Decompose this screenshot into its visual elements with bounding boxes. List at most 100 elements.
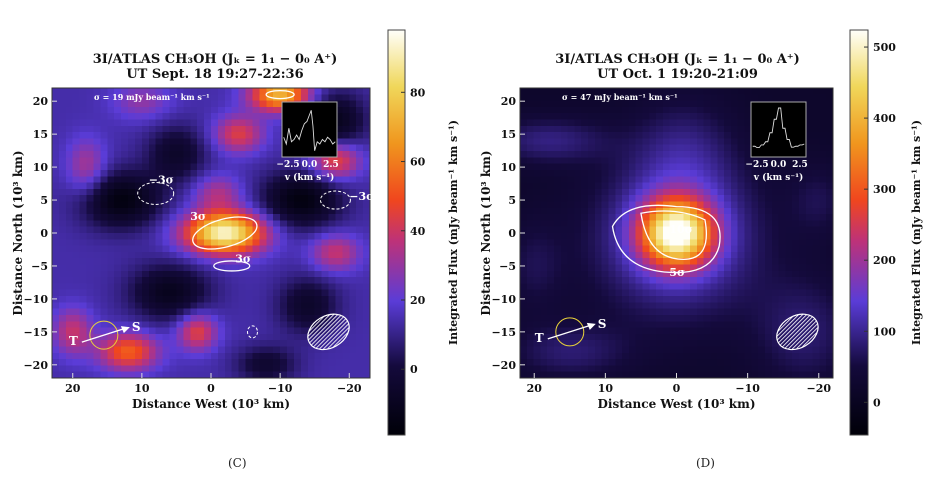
- panel-c-ytick-label: 0: [40, 227, 48, 240]
- panel-d-xtick-label: 20: [527, 382, 543, 395]
- panel-d-xtick-label: −10: [735, 382, 760, 395]
- contour-minus-3sigma: [319, 190, 351, 210]
- panel-c-arrow-head: [120, 326, 130, 334]
- contour-label: −3σ: [149, 174, 174, 187]
- panel-d-ytick-label: 0: [508, 227, 516, 240]
- panel-d-title-line1: 3I/ATLAS CH₃OH (Jₖ = 1₁ − 0₀ A⁺): [555, 52, 800, 67]
- panel-c-xtick-label: −10: [268, 382, 293, 395]
- panel-c-xlabel: Distance West (10³ km): [132, 397, 290, 411]
- panel-c-inset-spectrum: [281, 101, 338, 158]
- contour-3sigma: [192, 216, 258, 250]
- panel-c-sigma-label: σ = 19 mJy beam⁻¹ km s⁻¹: [94, 92, 210, 102]
- panel-d-ytick-label: 20: [501, 95, 517, 108]
- panel-c-title: 3I/ATLAS CH₃OH (Jₖ = 1₁ − 0₀ A⁺) UT Sept…: [60, 52, 370, 82]
- panel-d-xlabel: Distance West (10³ km): [598, 397, 756, 411]
- panel-c-inset-spectrum-line: [283, 110, 336, 151]
- panel-d-inset-spectrum-line: [752, 107, 805, 149]
- panel-c-ytick-label: −20: [23, 359, 48, 372]
- panel-d-beam-ellipse: [776, 313, 819, 351]
- panel-d-colorbar-tick-label: 500: [873, 41, 896, 54]
- panel-c-ytick-label: −10: [23, 293, 48, 306]
- panel-d-colorbar-tick-label: 300: [873, 183, 896, 196]
- panel-c-target-circle: [89, 320, 119, 350]
- panel-d-arrow-head: [586, 322, 596, 330]
- contour-label: 3σ: [190, 210, 206, 223]
- panel-d-sun-marker: S: [598, 317, 607, 331]
- contour-3sigma: [213, 260, 251, 272]
- contour-label: −3σ: [349, 190, 374, 203]
- panel-d-xtick-label: 10: [598, 382, 614, 395]
- panel-c-ytick-label: −5: [31, 260, 48, 273]
- hatch-line: [809, 311, 825, 353]
- contour-10sigma: [640, 210, 707, 261]
- panel-c-colorbar-label: Integrated Flux (mJy beam⁻¹ km s⁻¹): [447, 120, 460, 345]
- contour-label: 3σ: [235, 253, 251, 266]
- panel-d-ytick-label: −10: [491, 293, 516, 306]
- contour-minus-3sigma: [137, 181, 175, 205]
- hatch-line: [793, 311, 825, 353]
- panel-d-ytick-label: −5: [499, 260, 516, 273]
- panel-d-title: 3I/ATLAS CH₃OH (Jₖ = 1₁ − 0₀ A⁺) UT Oct.…: [520, 52, 835, 82]
- hatch-line: [770, 311, 778, 353]
- hatch-line: [770, 311, 802, 353]
- panel-c-colorbar: [387, 29, 406, 436]
- hatch-line: [777, 311, 818, 353]
- panel-d-colorbar-tick-label: 0: [873, 396, 881, 409]
- panel-c-xtick-label: 10: [134, 382, 150, 395]
- panel-d-inset-xlabel: v (km s⁻¹): [753, 172, 804, 183]
- panel-c-ytick-label: 20: [33, 95, 49, 108]
- hatch-line: [770, 311, 786, 353]
- panel-d-ytick-label: 5: [508, 194, 516, 207]
- panel-c-title-line1: 3I/ATLAS CH₃OH (Jₖ = 1₁ − 0₀ A⁺): [92, 52, 338, 67]
- panel-c-tail-marker: T: [69, 334, 78, 348]
- panel-c-ytick-label: 15: [33, 128, 48, 141]
- panel-c-colorbar-tick-label: 0: [410, 363, 418, 376]
- panel-c-ytick-label: −15: [23, 326, 48, 339]
- panel-d-inset-tick-label: −2.5: [745, 160, 768, 170]
- panel-c-sun-marker: S: [132, 320, 141, 334]
- panel-c-inset-xlabel: v (km s⁻¹): [284, 172, 335, 183]
- panel-c-ytick-label: 5: [40, 194, 48, 207]
- panel-d-sigma-label: σ = 47 mJy beam⁻¹ km s⁻¹: [562, 92, 678, 102]
- contour-3sigma: [265, 89, 295, 100]
- hatch-line: [770, 311, 782, 353]
- panel-c-ylabel: Distance North (10³ km): [11, 150, 25, 315]
- hatch-line: [781, 311, 822, 353]
- panel-c-caption: (C): [228, 456, 247, 470]
- panel-c-colorbar-tick-label: 40: [410, 225, 426, 238]
- panel-d-inset-tick-label: 2.5: [792, 160, 808, 170]
- panel-c-inset-tick-label: −2.5: [276, 160, 299, 170]
- hatch-line: [773, 311, 814, 353]
- contour-label: 10σ: [669, 223, 692, 236]
- panel-c-direction-arrow: [81, 327, 127, 343]
- panel-d-title-line2: UT Oct. 1 19:20-21:09: [597, 67, 758, 82]
- panel-c-inset-tick-label: 0.0: [302, 160, 318, 170]
- hatch-line: [301, 311, 333, 353]
- panel-d-colorbar-label: Integrated Flux (mJy beam⁻¹ km s⁻¹): [910, 120, 923, 345]
- contour-minus-3sigma: [246, 325, 258, 339]
- panel-d-xtick-label: −20: [807, 382, 832, 395]
- panel-d-ytick-label: 15: [501, 128, 516, 141]
- panel-d-ytick-label: −20: [491, 359, 516, 372]
- panel-c-colorbar-tick-label: 60: [410, 156, 426, 169]
- hatch-line: [324, 311, 356, 353]
- panel-d-inset-spectrum: [750, 101, 807, 158]
- panel-d-colorbar-tick-label: 100: [873, 325, 896, 338]
- hatch-line: [308, 311, 349, 353]
- panel-d-direction-arrow: [547, 324, 592, 340]
- panel-c-xtick-label: 20: [65, 382, 81, 395]
- panel-d-ytick-label: −15: [491, 326, 516, 339]
- panel-d-ytick-label: 10: [501, 161, 517, 174]
- panel-c-ytick-label: 10: [33, 161, 49, 174]
- panel-c-title-line2: UT Sept. 18 19:27-22:36: [126, 67, 304, 82]
- contour-label: 5σ: [669, 266, 685, 279]
- panel-c-colorbar-tick-label: 80: [410, 86, 426, 99]
- panel-d-tail-marker: T: [535, 331, 544, 345]
- panel-d-target-circle: [555, 317, 585, 347]
- panel-d-colorbar-tick-label: 200: [873, 254, 896, 267]
- panel-d-ylabel: Distance North (10³ km): [479, 150, 493, 315]
- panel-d-colorbar-tick-label: 400: [873, 112, 896, 125]
